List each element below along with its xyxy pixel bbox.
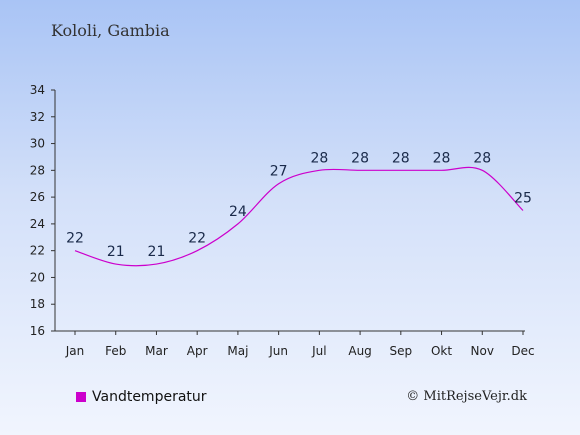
data-label: 21	[148, 244, 166, 260]
chart-title: Kololi, Gambia	[51, 21, 170, 40]
x-tick-label: Feb	[105, 344, 126, 358]
data-label: 22	[66, 231, 84, 247]
data-label: 21	[107, 244, 125, 260]
x-tick-label: Mar	[145, 344, 168, 358]
x-tick-label: Aug	[348, 344, 371, 358]
y-tick-label: 18	[30, 297, 45, 311]
y-tick-label: 16	[30, 324, 45, 338]
data-label: 28	[310, 150, 328, 166]
data-label: 28	[473, 150, 491, 166]
data-label: 28	[392, 150, 410, 166]
y-tick-label: 28	[30, 163, 45, 177]
x-tick-label: Jul	[311, 344, 326, 358]
x-tick-label: Dec	[511, 344, 534, 358]
data-label: 27	[270, 164, 288, 180]
x-tick-label: Apr	[187, 344, 208, 358]
y-tick-label: 26	[30, 190, 45, 204]
x-tick-label: Jan	[65, 344, 85, 358]
x-tick-label: Maj	[227, 344, 248, 358]
x-tick-label: Nov	[471, 344, 494, 358]
legend-label: Vandtemperatur	[92, 389, 207, 405]
data-label: 24	[229, 204, 247, 220]
y-tick-label: 30	[30, 137, 45, 151]
y-tick-label: 20	[30, 270, 45, 284]
x-tick-label: Jun	[268, 344, 288, 358]
x-tick-label: Sep	[390, 344, 413, 358]
y-tick-label: 34	[30, 83, 45, 97]
legend: Vandtemperatur	[76, 389, 207, 405]
data-label: 22	[188, 231, 206, 247]
y-tick-label: 32	[30, 110, 45, 124]
y-tick-label: 22	[30, 244, 45, 258]
y-tick-label: 24	[30, 217, 45, 231]
series-line-vandtemperatur	[74, 166, 524, 267]
legend-swatch	[76, 392, 86, 402]
data-label: 28	[351, 150, 369, 166]
credit-text: © MitRejseVejr.dk	[406, 389, 527, 404]
data-label: 25	[514, 191, 532, 207]
data-label: 28	[433, 150, 451, 166]
x-tick-label: Okt	[431, 344, 452, 358]
